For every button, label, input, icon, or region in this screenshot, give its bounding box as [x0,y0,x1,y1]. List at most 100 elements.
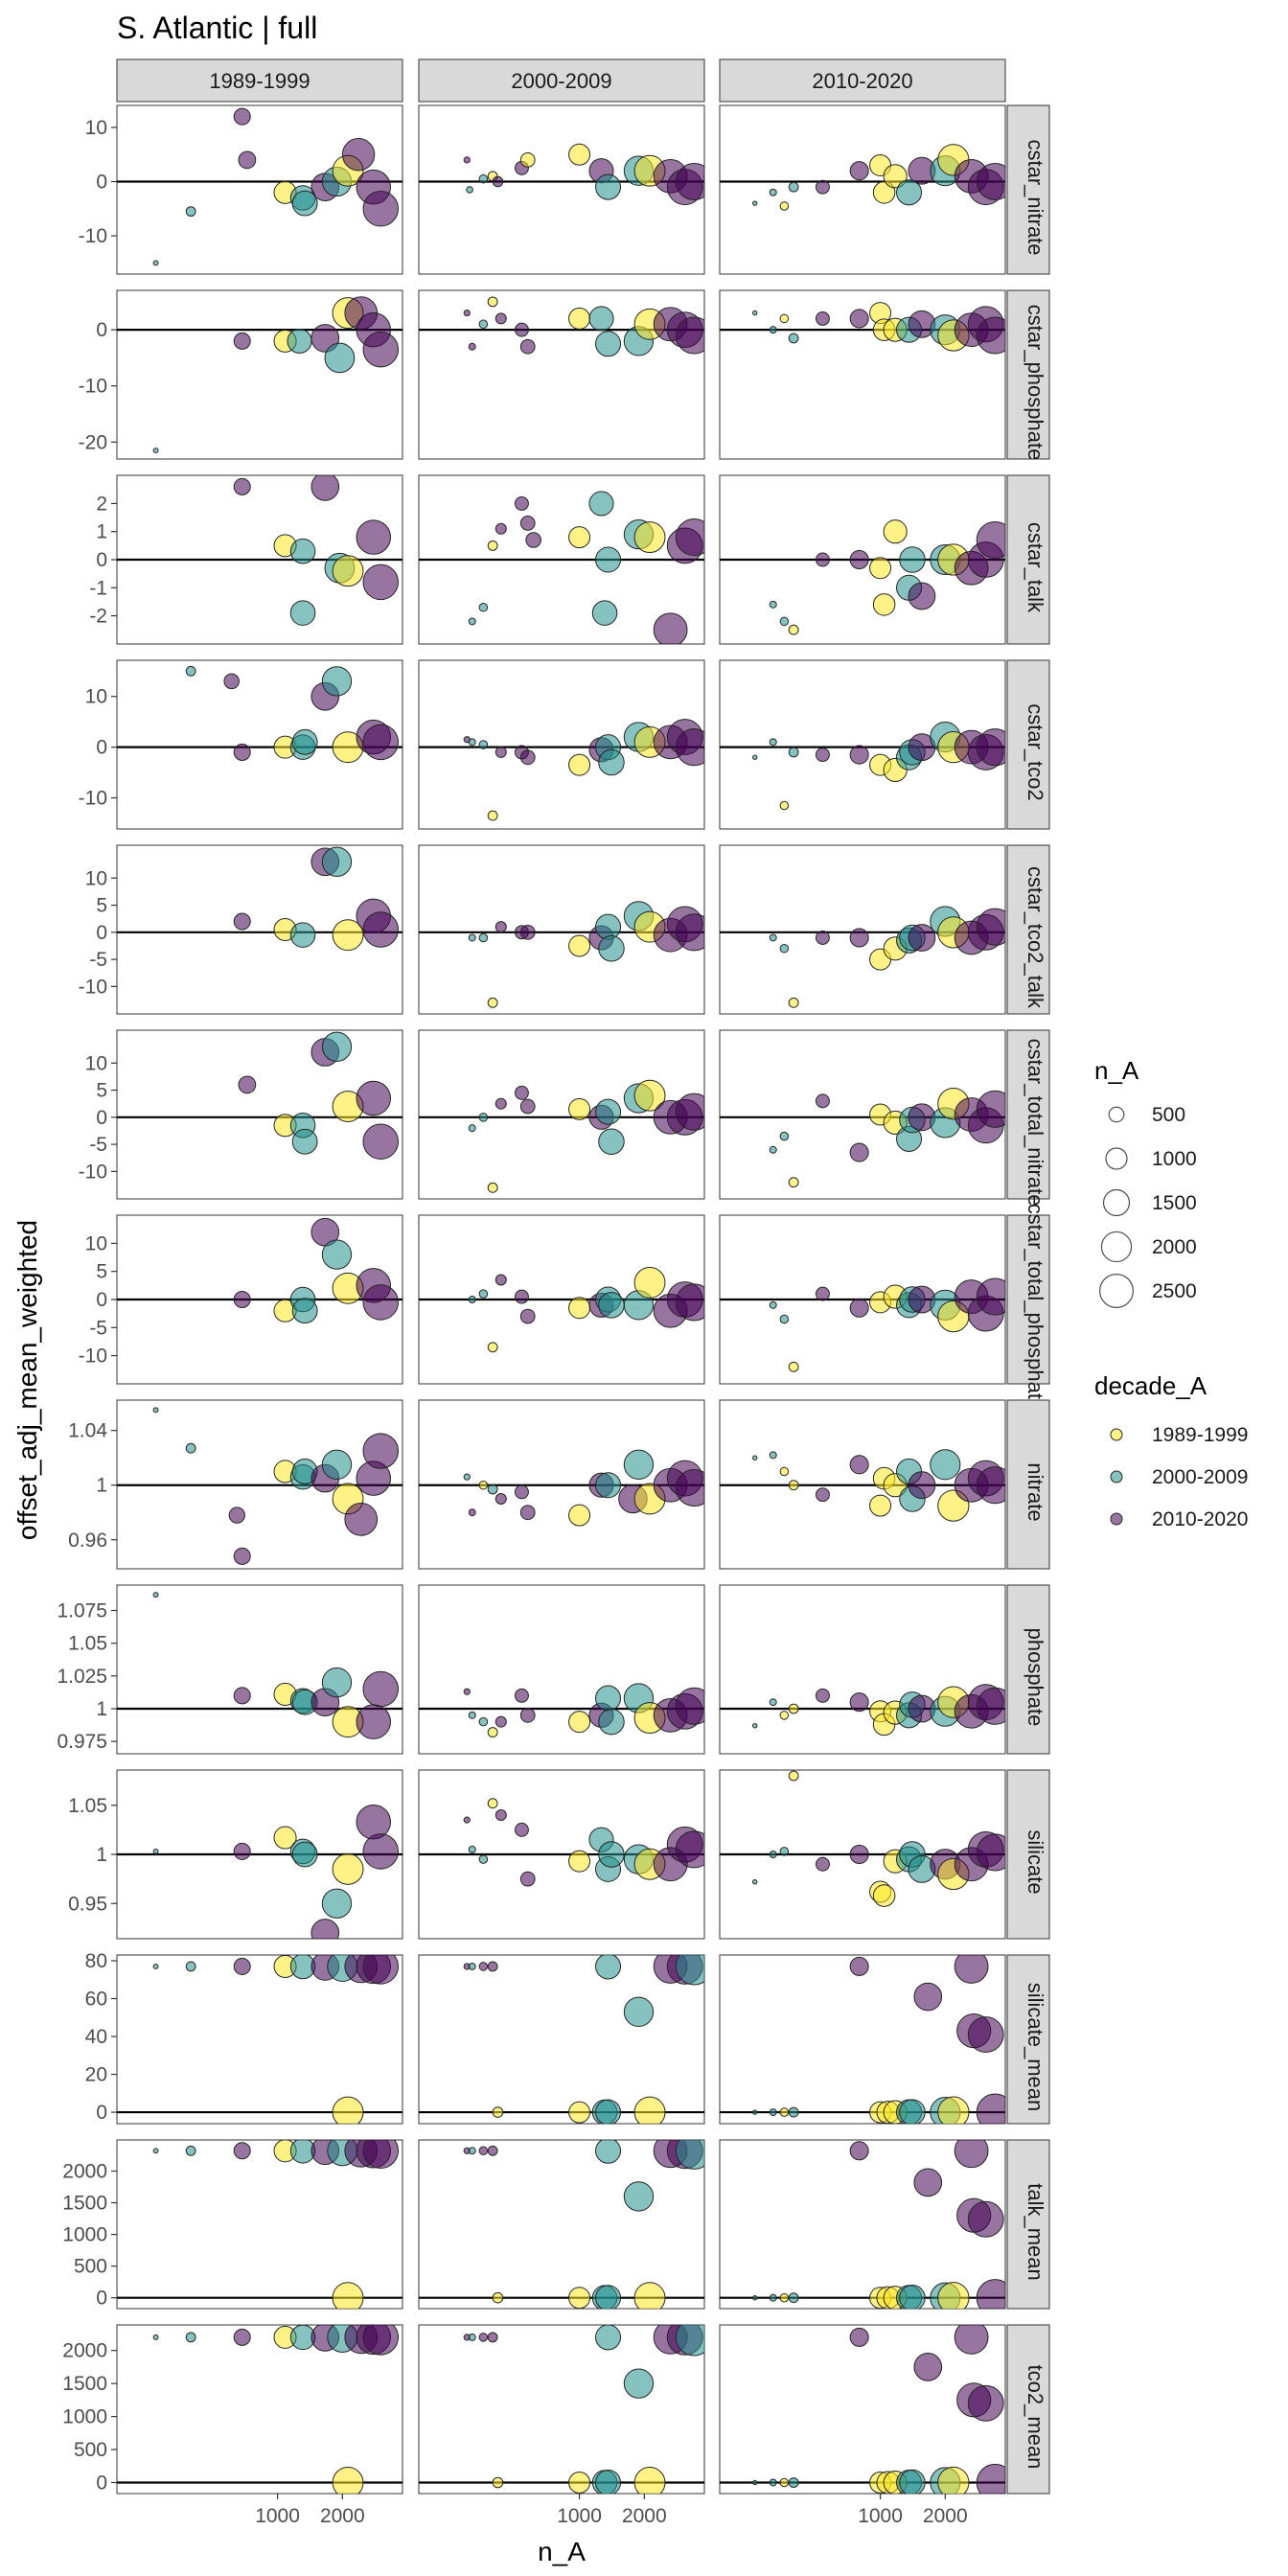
y-tick-label: -2 [89,606,107,628]
data-point [478,1716,489,1727]
size-legend-label: 500 [1152,1104,1185,1126]
data-point [883,519,908,544]
data-point [291,1841,318,1868]
y-tick-label: -10 [79,376,107,398]
row-strip [1006,844,1050,1015]
row-strip-label: silicate_mean [1024,1983,1047,2112]
data-point [752,754,758,760]
data-point [519,152,536,168]
data-point [675,913,704,952]
y-tick-label: 1 [96,1698,107,1720]
data-point [468,1962,476,1970]
y-tick-label: -20 [79,431,107,453]
data-point [976,1090,1005,1128]
data-point [849,549,869,570]
y-axis-label: offset_adj_mean_weighted [12,1220,42,1540]
data-point [356,1080,391,1116]
facet-row-cstar_total_nitrate: -10 -5 0 5 10 cstar_total_nitrate [79,1029,1050,1206]
facet-row-cstar_talk: -2 -1 0 1 2 cstar_talk [89,474,1050,645]
data-point [869,1494,892,1517]
data-point [849,1692,869,1713]
data-point [568,307,591,330]
data-point [463,309,471,317]
data-point [468,342,476,351]
y-tick-label: 0.95 [68,1893,107,1915]
data-point [779,1131,790,1141]
data-point [362,191,399,227]
data-point [623,1996,655,2028]
data-point [779,201,790,211]
data-point [468,2333,476,2341]
data-point [568,1097,591,1120]
data-point [769,188,777,196]
panel-frame [418,2139,705,2310]
panel-silicate_mean-1989-1999 [116,1954,403,2125]
data-point [595,2140,622,2164]
y-tick-label: 1000 [62,2224,107,2246]
facet-row-silicate_mean: 0 20 40 60 80 silicate_mean [85,1950,1050,2125]
data-point [494,522,507,535]
data-point [675,728,704,767]
panel-nitrate-2000-2009 [418,1399,705,1570]
y-tick-label: 1500 [62,2373,107,2395]
data-point [675,1687,704,1725]
data-point [494,1097,507,1110]
data-point [289,538,316,564]
column-strip-label: 1989-1999 [209,69,310,93]
legend: n_A 500 1000 1500 2000 2500 decade_A 1989-1999 2… [1094,1056,1248,1530]
y-tick-label: 1.075 [57,1600,107,1622]
facet-grid: 1989-1999 2000-2009 2010-2020-10010cstar_n… [57,58,1050,2527]
data-point [514,1289,529,1304]
data-point [568,2101,591,2124]
data-point [779,1466,790,1477]
data-point [623,1449,655,1480]
row-strip [1006,474,1050,645]
panel-tco2_mean-2000-2009 [418,2324,705,2495]
row-strip-label: cstar_talk [1024,522,1047,613]
data-point [976,2463,1005,2494]
row-strip [1006,1954,1050,2125]
data-point [332,2467,364,2494]
panel-silicate_mean-2010-2020 [719,1954,1006,2125]
data-point [568,2287,591,2309]
row-strip-label: tco2_mean [1024,2365,1047,2470]
data-point [468,933,476,942]
y-tick-label: 0 [96,737,107,759]
y-tick-label: 40 [85,2026,107,2048]
data-point [623,2368,655,2399]
y-tick-label: 10 [85,1232,107,1254]
data-point [788,1480,799,1491]
data-point [779,2292,790,2303]
panel-phosphate-2010-2020 [719,1584,1006,1755]
data-point [487,1798,498,1809]
panel-frame [719,2139,1006,2310]
data-point [937,2282,970,2309]
y-tick-label: 2000 [62,2340,107,2362]
data-point [954,2325,989,2355]
data-point [967,2200,1004,2238]
color-legend-label: 2010-2020 [1152,1508,1248,1530]
data-point [287,328,312,354]
column-strip-label: 2000-2009 [511,69,611,93]
data-point [752,2479,758,2486]
data-point [779,616,790,627]
panel-cstar_phosphate-1989-1999 [116,289,403,460]
data-point [623,2181,655,2212]
data-point [779,1711,790,1720]
data-point [976,908,1005,946]
data-point [849,745,869,765]
panel-frame [116,2139,403,2310]
column-strip-2010-2020: 2010-2020 [719,58,1006,103]
data-point [788,1703,799,1714]
y-tick-label: 80 [85,1950,107,1972]
data-point [332,2096,364,2124]
color-legend-title: decade_A [1094,1371,1208,1400]
data-point [815,1688,830,1703]
color-legend-swatch [1110,1512,1123,1526]
points [233,846,399,952]
data-point [633,2282,666,2309]
row-strip [1006,289,1050,460]
data-point [976,1833,1005,1872]
data-point [896,179,923,206]
data-point [514,322,529,337]
